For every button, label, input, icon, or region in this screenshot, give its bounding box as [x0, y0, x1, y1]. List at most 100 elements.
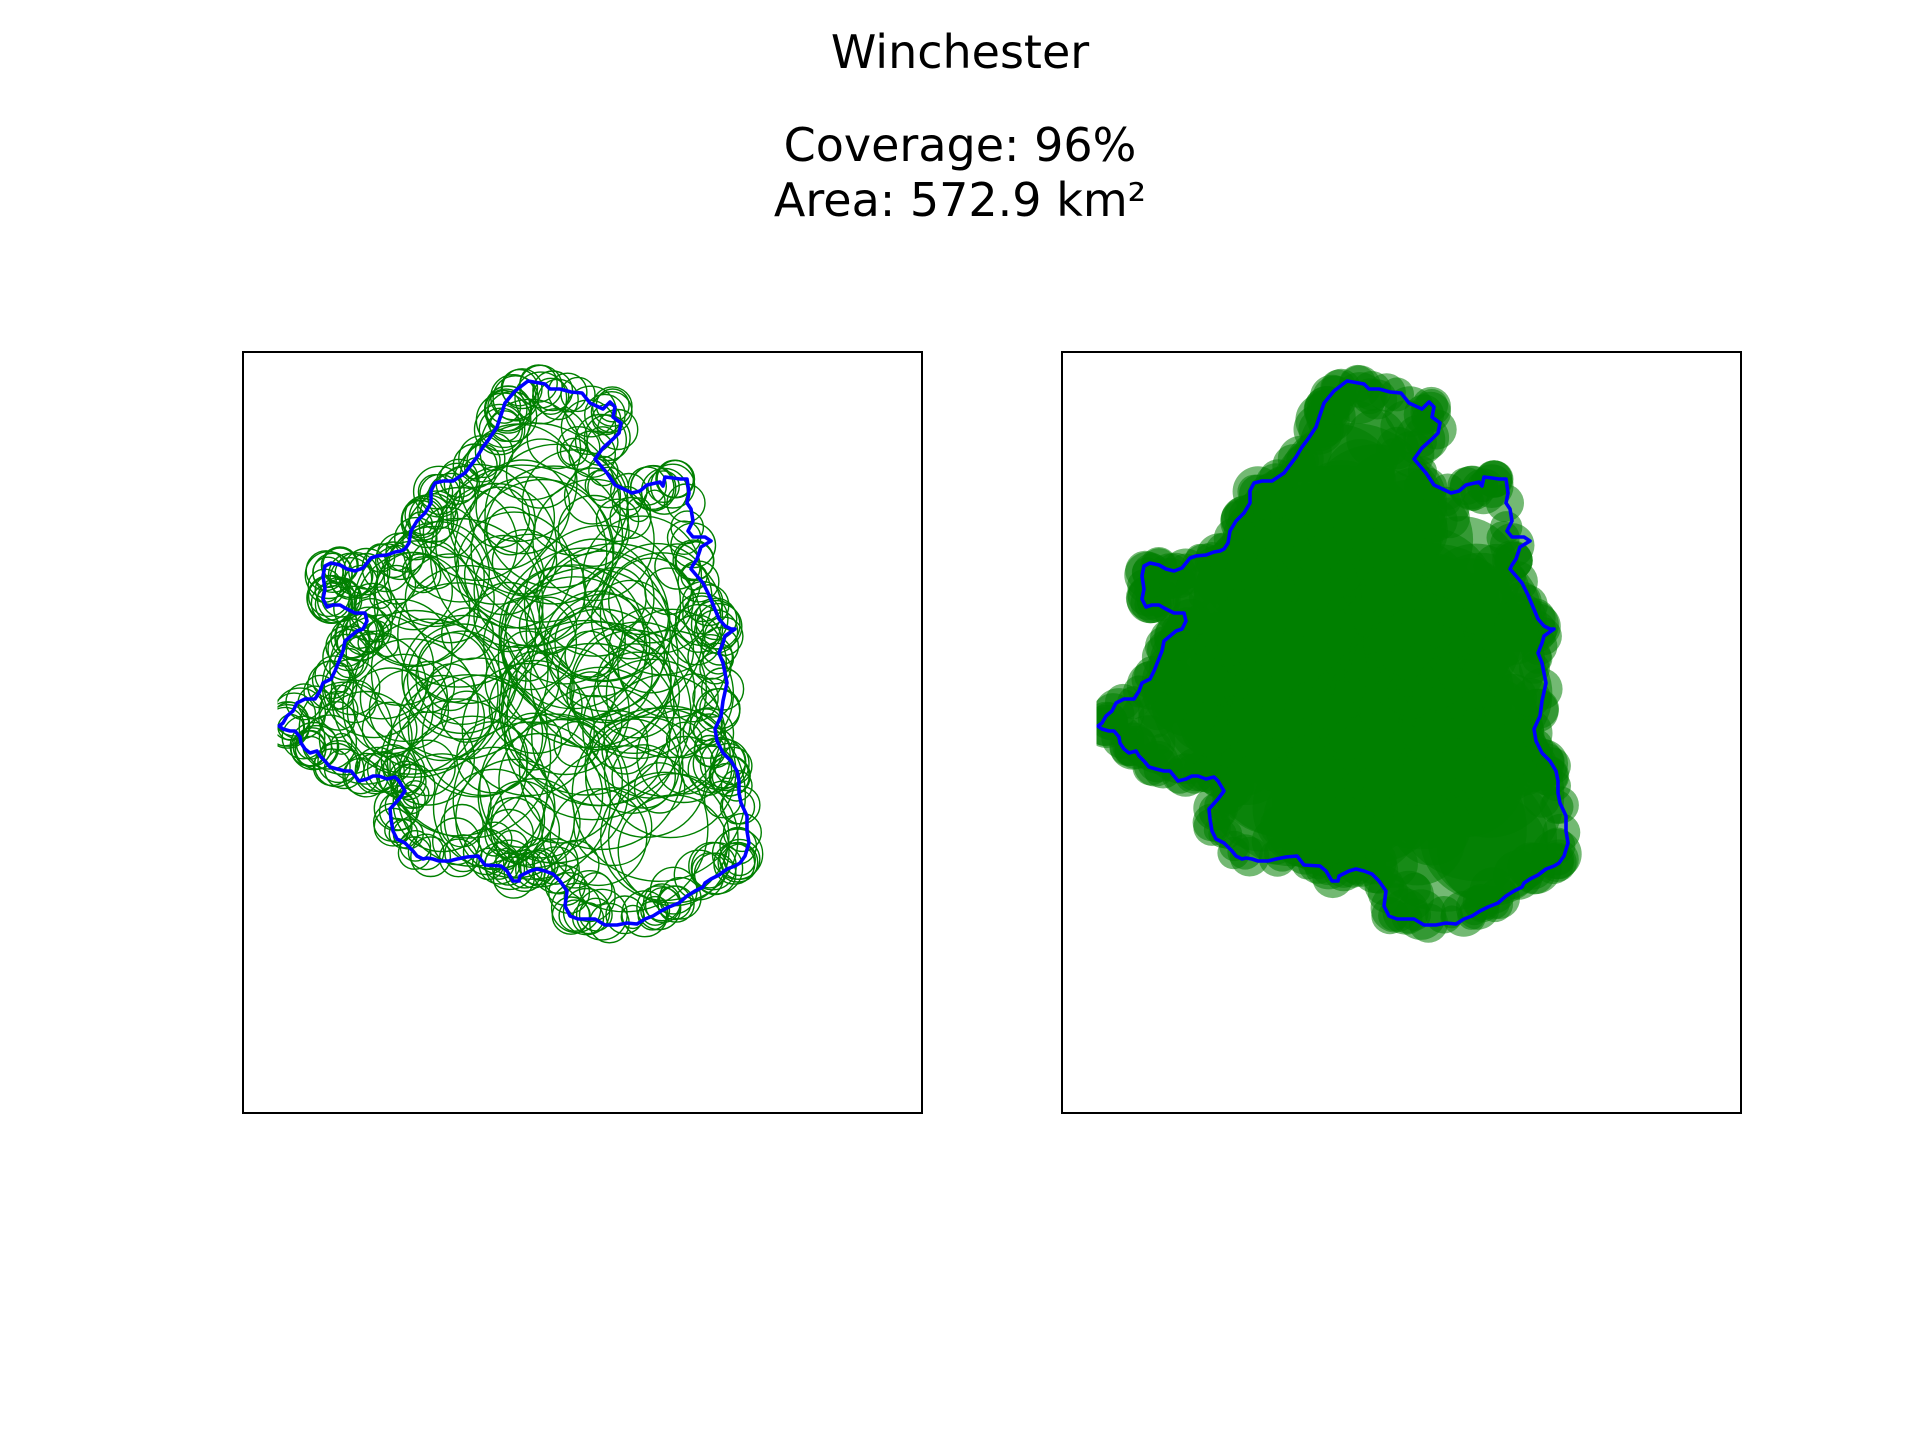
coverage-circle — [556, 425, 601, 470]
coverage-circle — [578, 871, 613, 906]
coverage-circle — [461, 662, 595, 796]
coverage-circle — [401, 552, 437, 589]
outline-circles-map — [277, 363, 763, 943]
coverage-circle — [1246, 472, 1294, 521]
outline-circle-group — [277, 363, 763, 943]
coverage-circle — [373, 517, 544, 688]
coverage-circle — [1308, 410, 1339, 441]
coverage-circle — [557, 898, 591, 932]
coverage-circle — [655, 735, 715, 795]
coverage-circle — [643, 489, 666, 512]
coverage-circle — [317, 690, 359, 731]
coverage-circle — [489, 795, 560, 866]
outline-map-layer — [277, 363, 763, 943]
coverage-circle — [553, 605, 626, 678]
coverage-circle — [483, 387, 528, 432]
coverage-circle — [635, 884, 681, 930]
coverage-circle — [277, 703, 310, 749]
coverage-circle — [414, 629, 510, 725]
coverage-circle — [398, 738, 456, 796]
coverage-circle — [407, 656, 548, 798]
coverage-circle — [543, 589, 651, 697]
coverage-circle — [354, 551, 470, 667]
coverage-circle — [547, 372, 588, 412]
coverage-circle — [396, 715, 548, 867]
coverage-circle — [500, 645, 630, 775]
coverage-circle — [488, 409, 521, 442]
coverage-circle — [393, 516, 438, 560]
coverage-circle — [620, 904, 645, 929]
coverage-circle — [513, 370, 567, 424]
coverage-circle — [596, 408, 638, 450]
coverage-circle — [559, 437, 588, 466]
outline-circles-panel — [242, 351, 923, 1114]
coverage-circle — [396, 564, 536, 704]
coverage-circle — [485, 505, 535, 555]
filled-circles-panel — [1061, 351, 1742, 1114]
coverage-circle — [342, 547, 390, 595]
coverage-circle — [670, 613, 722, 665]
coverage-circle — [382, 525, 485, 627]
coverage-circle — [346, 666, 434, 754]
coverage-circle — [1501, 595, 1540, 634]
coverage-circle — [682, 706, 734, 759]
district-boundary — [277, 378, 751, 927]
coverage-circle — [432, 746, 556, 869]
coverage-circle — [498, 546, 671, 720]
coverage-circle — [581, 514, 702, 635]
coverage-circle — [550, 839, 600, 889]
coverage-circle — [531, 837, 579, 885]
coverage-circle — [501, 367, 543, 409]
coverage-circle — [699, 626, 739, 666]
coverage-circle — [581, 658, 722, 799]
coverage-circle — [463, 534, 545, 615]
coverage-circle — [1368, 788, 1466, 885]
coverage-circle — [721, 785, 761, 825]
coverage-circle — [1205, 674, 1370, 838]
coverage-circle — [277, 706, 305, 746]
coverage-circle — [600, 726, 649, 775]
coverage-circle — [398, 674, 485, 761]
coverage-circle — [653, 542, 701, 590]
coverage-circle — [575, 888, 628, 941]
district-boundary — [1096, 378, 1570, 927]
coverage-circle — [440, 690, 493, 743]
coverage-circle — [565, 670, 616, 721]
coverage-circle — [518, 684, 684, 850]
coverage-circle — [633, 761, 685, 814]
coverage-circle — [483, 808, 534, 858]
coverage-circle — [482, 595, 577, 690]
coverage-circle — [417, 473, 453, 509]
coverage-circle — [673, 540, 714, 581]
coverage-circle — [336, 624, 370, 659]
coverage-circle — [472, 581, 544, 652]
coverage-circle — [497, 718, 623, 844]
coverage-circle — [607, 606, 694, 694]
coverage-circle — [545, 592, 665, 712]
coverage-circle — [1216, 565, 1355, 703]
area-label: Area: 572.9 km² — [773, 173, 1147, 227]
coverage-circle — [385, 673, 551, 839]
coverage-circle — [403, 555, 441, 593]
coverage-circle — [649, 463, 695, 509]
coverage-circle — [722, 842, 756, 876]
coverage-circle — [277, 691, 316, 737]
coverage-circle — [1362, 590, 1469, 697]
coverage-circle — [431, 816, 480, 865]
coverage-circle — [1176, 631, 1198, 653]
coverage-circle — [531, 377, 569, 415]
coverage-circle — [698, 651, 732, 684]
coverage-circle — [592, 651, 680, 739]
coverage-circle — [314, 574, 344, 605]
coverage-circle — [333, 551, 378, 596]
coverage-circle — [489, 373, 537, 420]
coverage-circle — [368, 585, 392, 609]
coverage-circle — [327, 552, 373, 598]
coverage-circle — [584, 715, 707, 838]
coverage-circle — [1530, 763, 1558, 791]
coverage-circle — [330, 732, 353, 755]
coverage-circle — [383, 817, 410, 843]
coverage-circle — [599, 771, 730, 901]
coverage-circle — [1403, 470, 1434, 500]
coverage-circle — [473, 403, 525, 455]
